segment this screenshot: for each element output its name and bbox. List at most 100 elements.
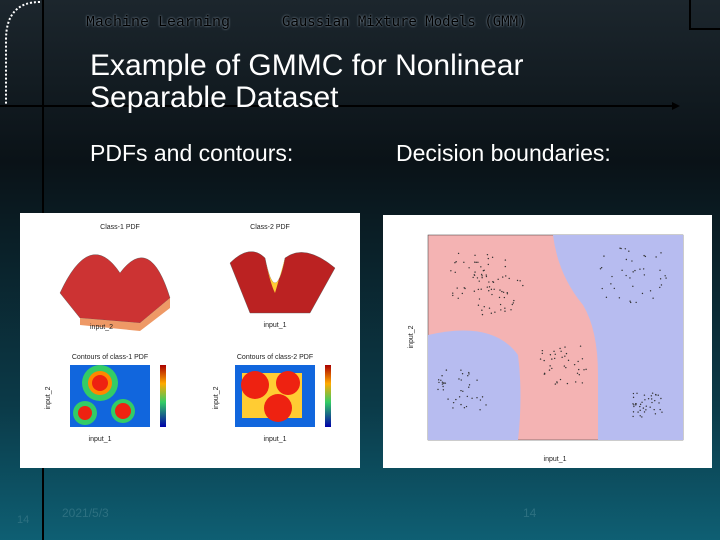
topic: Gaussian Mixture Models (GMM) [282,14,527,30]
dot [541,352,544,355]
dot [639,403,642,406]
dot [492,281,494,283]
dot [483,306,485,308]
dot [641,292,644,295]
dot [559,378,562,381]
dot [610,283,612,285]
dot [485,404,487,406]
dot [636,392,638,395]
dot [468,373,470,375]
dot [553,357,556,360]
dot [476,379,478,381]
dot [454,262,456,264]
dot [476,397,478,399]
dot [565,366,567,369]
dot [629,301,632,304]
dot [467,375,469,377]
axis-label: input_1 [264,322,287,329]
dot [603,255,605,257]
dot [477,288,480,291]
dot [629,300,631,302]
dot [501,290,503,293]
dot [639,409,641,412]
dot [635,403,637,405]
dot [553,350,555,353]
dot [477,261,479,263]
dot [472,276,474,279]
dot [600,266,603,269]
dot [563,365,566,367]
dot [634,269,636,272]
dot [650,395,653,397]
dot [567,359,570,362]
dot [574,381,577,383]
dot [643,394,646,396]
dot [659,278,662,280]
dot [510,309,512,311]
dot [452,401,455,404]
dot [649,290,652,292]
dot [447,398,449,400]
right-heading: Decision boundaries: [396,140,611,166]
dot [639,405,641,408]
dot [543,372,546,375]
dot [549,354,552,356]
dot [477,304,480,306]
dot [456,287,458,289]
dot [564,355,566,357]
dot [633,404,635,406]
plot-title: Class-2 PDF [250,224,290,231]
dot [585,368,587,371]
axis-label: input_1 [89,436,112,443]
dot [660,252,662,254]
dot [452,407,454,409]
dot [438,381,440,384]
dot [511,303,513,306]
dot [619,247,621,249]
dot [661,411,663,413]
dot [659,408,661,411]
dot [576,372,579,375]
dot [645,409,647,411]
dot [577,360,579,363]
dot [460,389,462,392]
dot [554,383,557,385]
axis-label: input_2 [408,325,415,348]
dot [618,297,621,299]
dot [488,290,490,292]
dot [647,398,650,400]
dot [632,411,635,413]
dot [454,271,456,274]
dot [649,406,651,408]
dot [625,274,627,277]
dot [476,277,479,279]
dot [486,253,489,256]
dot [504,307,506,309]
dot [457,252,460,255]
dot [481,313,484,316]
dot [635,301,637,304]
dot [471,397,473,399]
dot [642,407,645,409]
dot [642,268,645,270]
dot [632,415,634,418]
dot [652,297,654,299]
dot [502,276,504,278]
dot [437,379,440,381]
dot [458,378,460,380]
dot [665,277,667,279]
dot [486,286,489,288]
dot [581,358,584,360]
left-heading: PDFs and contours: [90,140,294,166]
dot [455,261,457,263]
dot [643,274,646,276]
dot [479,409,481,411]
dot [654,413,657,415]
dot [644,255,647,258]
dot [499,289,501,291]
dot [461,373,464,375]
axis-label: input_2 [90,324,113,331]
dot [442,389,445,391]
dot [493,288,495,290]
dot [460,369,462,371]
